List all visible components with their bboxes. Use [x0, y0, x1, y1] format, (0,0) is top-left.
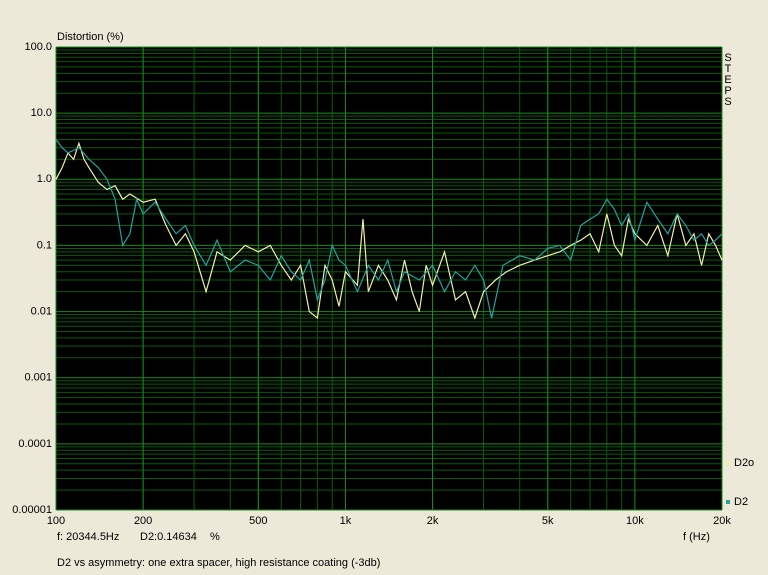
status-frequency: f: 20344.5Hz [57, 531, 119, 543]
y-tick-label: 0.0001 [18, 438, 52, 450]
series-line [55, 139, 723, 319]
steps-label: STEPS [722, 52, 734, 107]
legend-swatch [726, 500, 730, 504]
x-tick-label: 20k [713, 515, 731, 527]
y-tick-label: 0.01 [31, 305, 52, 317]
caption: D2 vs asymmetry: one extra spacer, high … [57, 557, 380, 569]
plot-area [56, 47, 722, 510]
legend-label: D2o [734, 457, 754, 469]
legend-label: D2 [734, 496, 748, 508]
x-axis-label: f (Hz) [683, 531, 710, 543]
x-tick-label: 100 [47, 515, 65, 527]
y-tick-label: 0.1 [37, 239, 52, 251]
y-axis-label: Distortion (%) [57, 31, 124, 43]
status-unit: % [210, 531, 220, 543]
y-tick-label: 100.0 [24, 41, 52, 53]
y-tick-label: 0.001 [24, 372, 52, 384]
x-tick-label: 10k [626, 515, 644, 527]
x-tick-label: 1k [340, 515, 352, 527]
x-tick-label: 200 [134, 515, 152, 527]
x-tick-label: 5k [542, 515, 554, 527]
y-tick-label: 0.00001 [12, 504, 52, 516]
status-reading: D2:0.14634 [140, 531, 197, 543]
y-tick-label: 10.0 [31, 107, 52, 119]
y-tick-label: 1.0 [37, 173, 52, 185]
x-tick-label: 500 [249, 515, 267, 527]
legend-swatch [726, 461, 730, 465]
x-tick-label: 2k [427, 515, 439, 527]
series-line [55, 141, 723, 320]
